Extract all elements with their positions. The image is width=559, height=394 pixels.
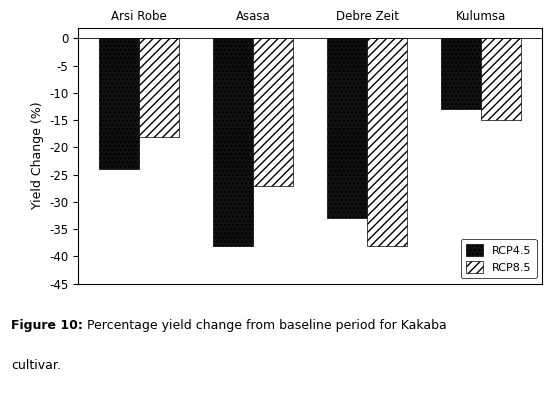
Bar (442, 39, 481, 109)
Legend: RCP4.5, RCP8.5: RCP4.5, RCP8.5 (461, 239, 537, 278)
Bar (481, 39, 521, 120)
Y-axis label: Yield Change (%): Yield Change (%) (31, 102, 44, 210)
Text: cultivar.: cultivar. (11, 359, 61, 372)
Bar (139, 39, 179, 137)
Bar (100, 39, 139, 169)
Text: Figure 10:: Figure 10: (11, 319, 83, 332)
Bar (253, 39, 293, 186)
Bar (214, 39, 253, 245)
Bar (328, 39, 367, 218)
Text: Percentage yield change from baseline period for Kakaba: Percentage yield change from baseline pe… (87, 319, 447, 332)
Bar (367, 39, 407, 245)
